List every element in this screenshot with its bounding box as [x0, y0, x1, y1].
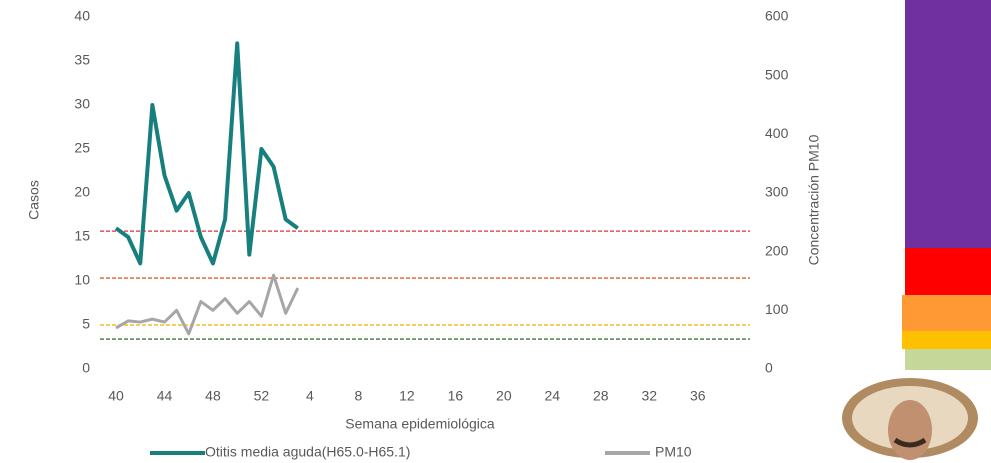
x-tick-label: 16: [448, 388, 464, 404]
portrait: [842, 378, 978, 460]
y-tick-label: 30: [74, 96, 90, 112]
x-tick-label: 36: [690, 388, 706, 404]
y-tick-label: 35: [74, 52, 90, 68]
x-tick-label: 12: [399, 388, 415, 404]
series-line: [115, 273, 300, 336]
x-tick-label: 8: [355, 388, 363, 404]
x-axis-label: Semana epidemiológica: [345, 416, 495, 432]
mustache: [893, 437, 927, 448]
y2-tick-label: 400: [765, 125, 789, 141]
color-scale: [902, 0, 991, 370]
x-tick-label: 4: [306, 388, 314, 404]
y2-axis-label: Concentración PM10: [806, 134, 822, 265]
x-tick-label: 20: [496, 388, 512, 404]
x-tick-label: 24: [545, 388, 561, 404]
y-tick-label: 25: [74, 140, 90, 156]
x-tick-label: 52: [254, 388, 270, 404]
band: [902, 331, 991, 349]
band: [902, 295, 991, 331]
series-line: [114, 41, 299, 266]
y-tick-label: 0: [82, 360, 90, 376]
legend-label: PM10: [655, 444, 692, 460]
band: [905, 0, 991, 248]
x-tick-label: 44: [157, 388, 173, 404]
x-tick-label: 40: [108, 388, 124, 404]
legend-label: Otitis media aguda(H65.0-H65.1): [205, 444, 410, 460]
band: [905, 349, 991, 370]
y-tick-label: 40: [74, 8, 90, 24]
y-tick-label: 20: [74, 184, 90, 200]
y2-tick-label: 0: [765, 360, 773, 376]
band: [905, 248, 991, 295]
y2-tick-label: 200: [765, 242, 789, 258]
y-tick-label: 15: [74, 228, 90, 244]
x-tick-label: 28: [593, 388, 609, 404]
y2-tick-label: 500: [765, 66, 789, 82]
x-tick-label: 32: [641, 388, 657, 404]
y2-tick-label: 100: [765, 301, 789, 317]
y-tick-label: 5: [82, 316, 90, 332]
y2-tick-label: 600: [765, 8, 789, 24]
x-tick-label: 48: [205, 388, 221, 404]
y2-tick-label: 300: [765, 184, 789, 200]
y-tick-label: 10: [74, 272, 90, 288]
y-axis-label: Casos: [26, 180, 42, 220]
face: [888, 400, 932, 460]
